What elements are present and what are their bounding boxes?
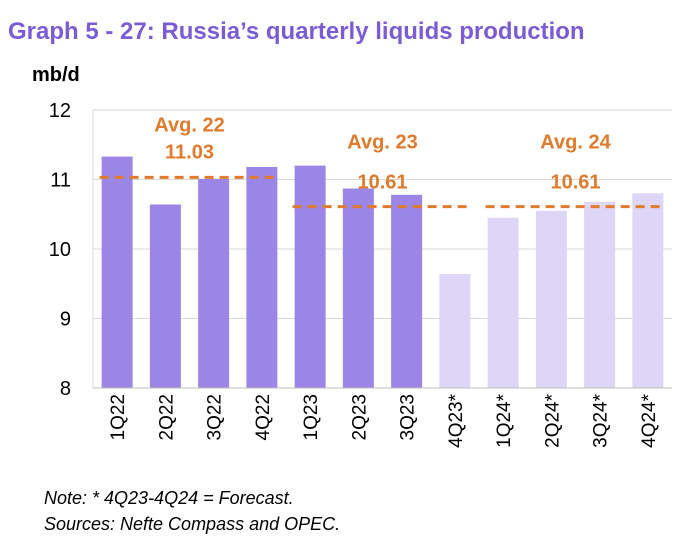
x-tick-label: 2Q24* [542,393,563,447]
x-tick-label: 2Q23 [349,394,370,440]
forecast-note: Note: * 4Q23-4Q24 = Forecast. [44,488,294,508]
bar [294,165,326,388]
average-label: Avg. 23 [347,132,417,154]
bar [632,193,664,388]
average-value-label: 11.03 [165,141,214,163]
bar [535,210,567,388]
y-axis-unit: mb/d [32,64,80,86]
average-lines: Avg. 22 11.03 Avg. 23 10.61 Avg. 24 10.61 [99,114,666,209]
x-tick-label: 1Q23 [301,394,322,440]
bar [584,201,616,388]
chart-title: Graph 5 - 27: Russia’s quarterly liquids… [8,18,585,45]
y-tick-label: 9 [60,309,71,331]
bar [342,188,374,388]
average-value-label: 10.61 [550,172,600,194]
bar [101,156,133,388]
bar [246,166,278,388]
y-tick-label: 10 [49,239,71,261]
x-tick-label: 4Q22 [253,394,274,440]
bars [101,156,664,388]
bar [439,274,471,388]
sources-note: Sources: Nefte Compass and OPEC. [44,514,341,534]
bar-chart: 8 9 10 11 12 1Q22 2Q22 3Q22 4Q22 1Q23 2Q23 3Q23 4Q23… [49,100,672,448]
y-tick-label: 8 [60,378,71,400]
x-tick-label: 3Q22 [205,394,226,440]
bar [391,194,423,388]
bar [198,178,230,388]
x-tick-label: 3Q24* [591,393,612,447]
y-tick-label: 12 [49,100,71,122]
x-tick-label: 4Q23* [446,393,467,447]
y-tick-label: 11 [50,170,71,192]
grid-lines [93,109,672,319]
bar [487,217,519,388]
average-label: Avg. 22 [154,114,224,136]
x-tick-label: 2Q22 [156,394,177,440]
x-tick-label: 1Q24* [494,393,515,447]
axes: 8 9 10 11 12 1Q22 2Q22 3Q22 4Q22 1Q23 2Q23 3Q23 4Q23… [49,100,672,448]
x-tick-label: 3Q23 [398,394,419,440]
average-value-label: 10.61 [357,172,407,194]
x-tick-label: 1Q22 [108,394,129,440]
bar [149,204,181,388]
x-tick-label: 4Q24* [639,393,660,447]
average-label: Avg. 24 [540,132,611,154]
